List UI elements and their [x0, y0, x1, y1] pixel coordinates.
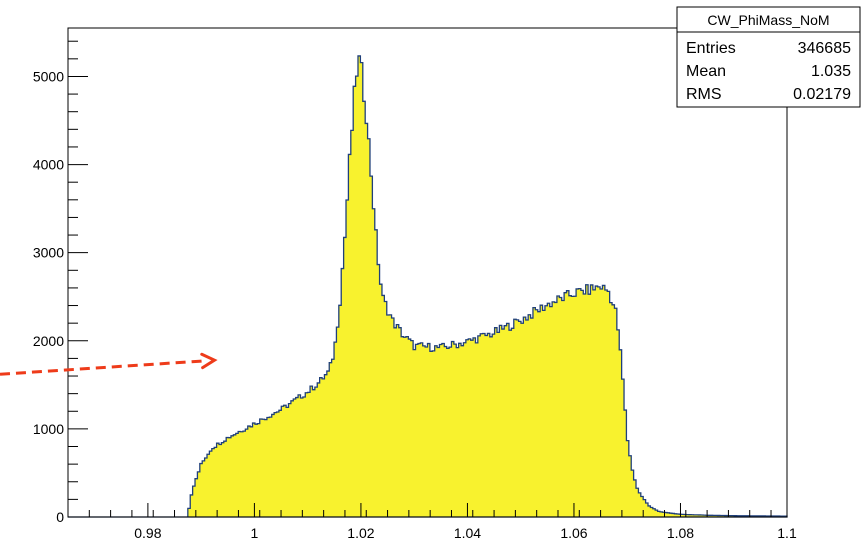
x-tick-label: 1.06 [560, 525, 587, 541]
y-tick-label: 5000 [33, 68, 64, 84]
stats-mean-label: Mean [686, 63, 726, 80]
stats-entries-label: Entries [686, 40, 736, 57]
histogram-fill [68, 55, 788, 518]
x-tick-label: 1.1 [777, 525, 797, 541]
annotation-arrow-line [0, 359, 207, 376]
stats-box-title: CW_PhiMass_NoM [707, 12, 829, 28]
stats-box: CW_PhiMass_NoM Entries 346685 Mean 1.035… [676, 6, 861, 108]
annotation-arrow [0, 352, 218, 376]
stats-mean-value: 1.035 [811, 63, 851, 80]
y-tick-label: 2000 [33, 333, 64, 349]
stats-rms-label: RMS [686, 86, 722, 103]
y-tick-label: 0 [56, 509, 64, 525]
y-tick-label: 3000 [33, 245, 64, 261]
plot-frame [67, 27, 788, 518]
x-tick-label: 0.98 [134, 525, 161, 541]
annotation-arrow-head [200, 352, 218, 370]
plot-area [68, 55, 788, 518]
y-tick-label: 1000 [33, 421, 64, 437]
x-tick-label: 1.04 [454, 525, 481, 541]
x-tick-label: 1.08 [667, 525, 694, 541]
y-tick-label: 4000 [33, 157, 64, 173]
x-tick-label: 1 [251, 525, 259, 541]
stats-rms-value: 0.02179 [793, 86, 851, 103]
axes: 0.98 1 1.02 1.04 1.06 1.08 1.1 0 1000 2000 3000 400… [33, 27, 797, 541]
stats-entries-value: 346685 [798, 40, 851, 57]
x-tick-label: 1.02 [347, 525, 374, 541]
stats-box-frame [676, 6, 861, 108]
